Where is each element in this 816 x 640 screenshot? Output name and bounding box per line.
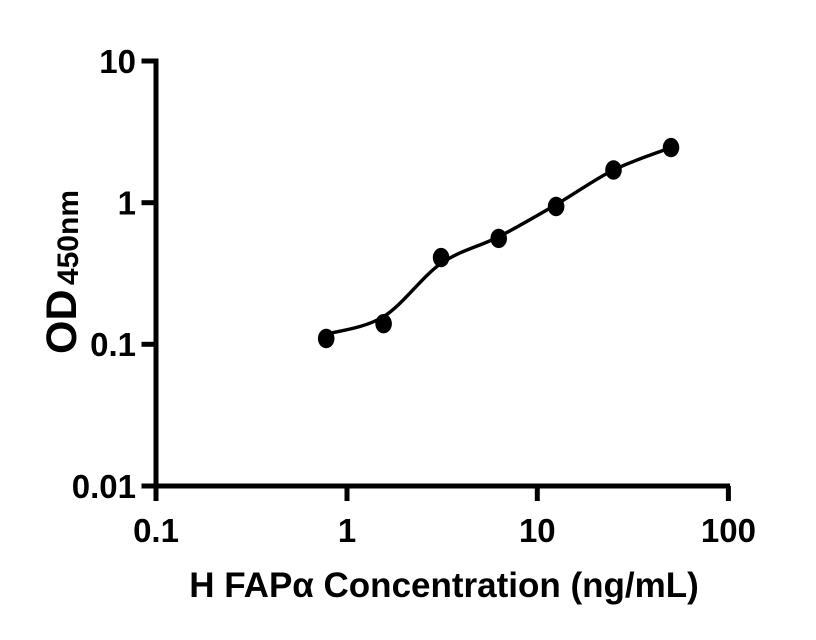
data-point bbox=[662, 137, 680, 158]
x-tick-label-100: 100 bbox=[701, 512, 756, 549]
x-tick-label-1: 1 bbox=[338, 512, 356, 549]
y-axis-title: OD 450nm bbox=[38, 190, 86, 354]
y-tick-label-10: 10 bbox=[99, 43, 136, 80]
data-point bbox=[375, 314, 392, 334]
y-axis bbox=[141, 58, 159, 501]
x-axis bbox=[141, 483, 731, 501]
y-axis-title-subscript: 450nm bbox=[52, 190, 85, 285]
y-axis-title-main: OD bbox=[38, 290, 86, 355]
y-tick-labels: 10 1 0.1 0.01 bbox=[72, 43, 136, 505]
x-axis-title: H FAPα Concentration (ng/mL) bbox=[189, 566, 699, 605]
data-point bbox=[432, 247, 450, 268]
data-point bbox=[605, 160, 622, 180]
data-points bbox=[317, 137, 680, 349]
x-tick-labels: 0.1 1 10 100 bbox=[133, 512, 756, 549]
data-point bbox=[547, 196, 565, 217]
y-tick-label-0.01: 0.01 bbox=[72, 468, 136, 505]
y-tick-label-1: 1 bbox=[118, 185, 136, 222]
data-point bbox=[317, 328, 335, 349]
x-tick-label-0.1: 0.1 bbox=[133, 512, 179, 549]
x-tick-label-10: 10 bbox=[519, 512, 556, 549]
data-point bbox=[490, 228, 508, 249]
y-tick-label-0.1: 0.1 bbox=[90, 326, 136, 363]
